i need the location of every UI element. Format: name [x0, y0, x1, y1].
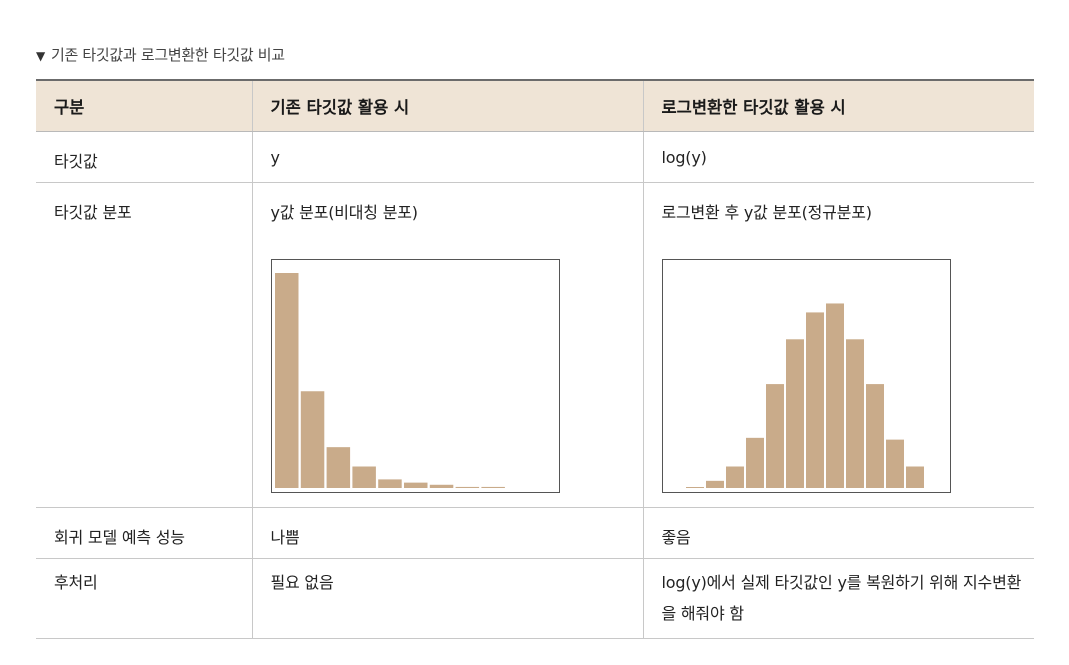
histogram-bar	[351, 466, 376, 488]
histogram-bar	[685, 487, 704, 488]
histogram-bar	[905, 466, 924, 488]
histogram-bar	[300, 391, 324, 488]
cell-postprocess-original: 필요 없음	[251, 558, 643, 639]
histogram-bar	[274, 273, 298, 488]
comparison-table: 구분 기존 타깃값 활용 시 로그변환한 타깃값 활용 시 타깃값 y log(…	[36, 79, 1034, 639]
row-label-performance: 회귀 모델 예측 성능	[36, 507, 252, 559]
distribution-log-text: 로그변환 후 y값 분포(정규분포)	[661, 203, 872, 222]
cell-distribution-original: y값 분포(비대칭 분포)	[251, 182, 643, 508]
histogram-log	[661, 259, 951, 493]
header-original-target: 기존 타깃값 활용 시	[251, 79, 643, 132]
histogram-bar	[845, 339, 864, 488]
histogram-bar	[765, 384, 784, 488]
table-row-performance: 회귀 모델 예측 성능 나쁨 좋음	[36, 507, 1034, 559]
cell-performance-log: 좋음	[642, 507, 1034, 559]
histogram-bar	[480, 486, 505, 488]
cell-target-original: y	[251, 131, 643, 183]
header-log-target: 로그변환한 타깃값 활용 시	[642, 79, 1034, 132]
row-label-postprocess: 후처리	[36, 558, 252, 639]
histogram-bar	[429, 484, 453, 488]
histogram-bar	[725, 466, 744, 488]
row-label-distribution: 타깃값 분포	[36, 182, 252, 508]
caption-marker-icon: ▼	[36, 49, 45, 63]
histogram-bar	[326, 447, 350, 488]
cell-performance-original: 나쁨	[251, 507, 643, 559]
histogram-bar	[745, 437, 764, 488]
histogram-bar	[455, 486, 479, 488]
histogram-original	[270, 259, 560, 493]
histogram-bar	[885, 439, 904, 488]
histogram-bar	[805, 312, 824, 488]
table-row-distribution: 타깃값 분포 y값 분포(비대칭 분포) 로그변환 후 y값 분포(정규분포)	[36, 182, 1034, 508]
histogram-bar	[865, 384, 884, 488]
cell-target-log: log(y)	[642, 131, 1034, 183]
header-category: 구분	[36, 79, 252, 132]
histogram-bar	[377, 479, 402, 488]
table-row-target: 타깃값 y log(y)	[36, 131, 1034, 183]
cell-postprocess-log: log(y)에서 실제 타깃값인 y를 복원하기 위해 지수변환을 해줘야 함	[642, 558, 1034, 639]
row-label-target: 타깃값	[36, 131, 252, 183]
header-row: 구분 기존 타깃값 활용 시 로그변환한 타깃값 활용 시	[36, 79, 1034, 132]
table-row-postprocess: 후처리 필요 없음 log(y)에서 실제 타깃값인 y를 복원하기 위해 지수…	[36, 558, 1034, 639]
histogram-bar	[705, 480, 724, 488]
table-caption: ▼ 기존 타깃값과 로그변환한 타깃값 비교	[36, 44, 285, 65]
distribution-original-text: y값 분포(비대칭 분포)	[270, 203, 418, 222]
histogram-bar	[403, 482, 427, 488]
cell-distribution-log: 로그변환 후 y값 분포(정규분포)	[642, 182, 1034, 508]
caption-text: 기존 타깃값과 로그변환한 타깃값 비교	[50, 46, 285, 64]
histogram-bar	[785, 339, 804, 488]
histogram-bar	[825, 303, 844, 488]
